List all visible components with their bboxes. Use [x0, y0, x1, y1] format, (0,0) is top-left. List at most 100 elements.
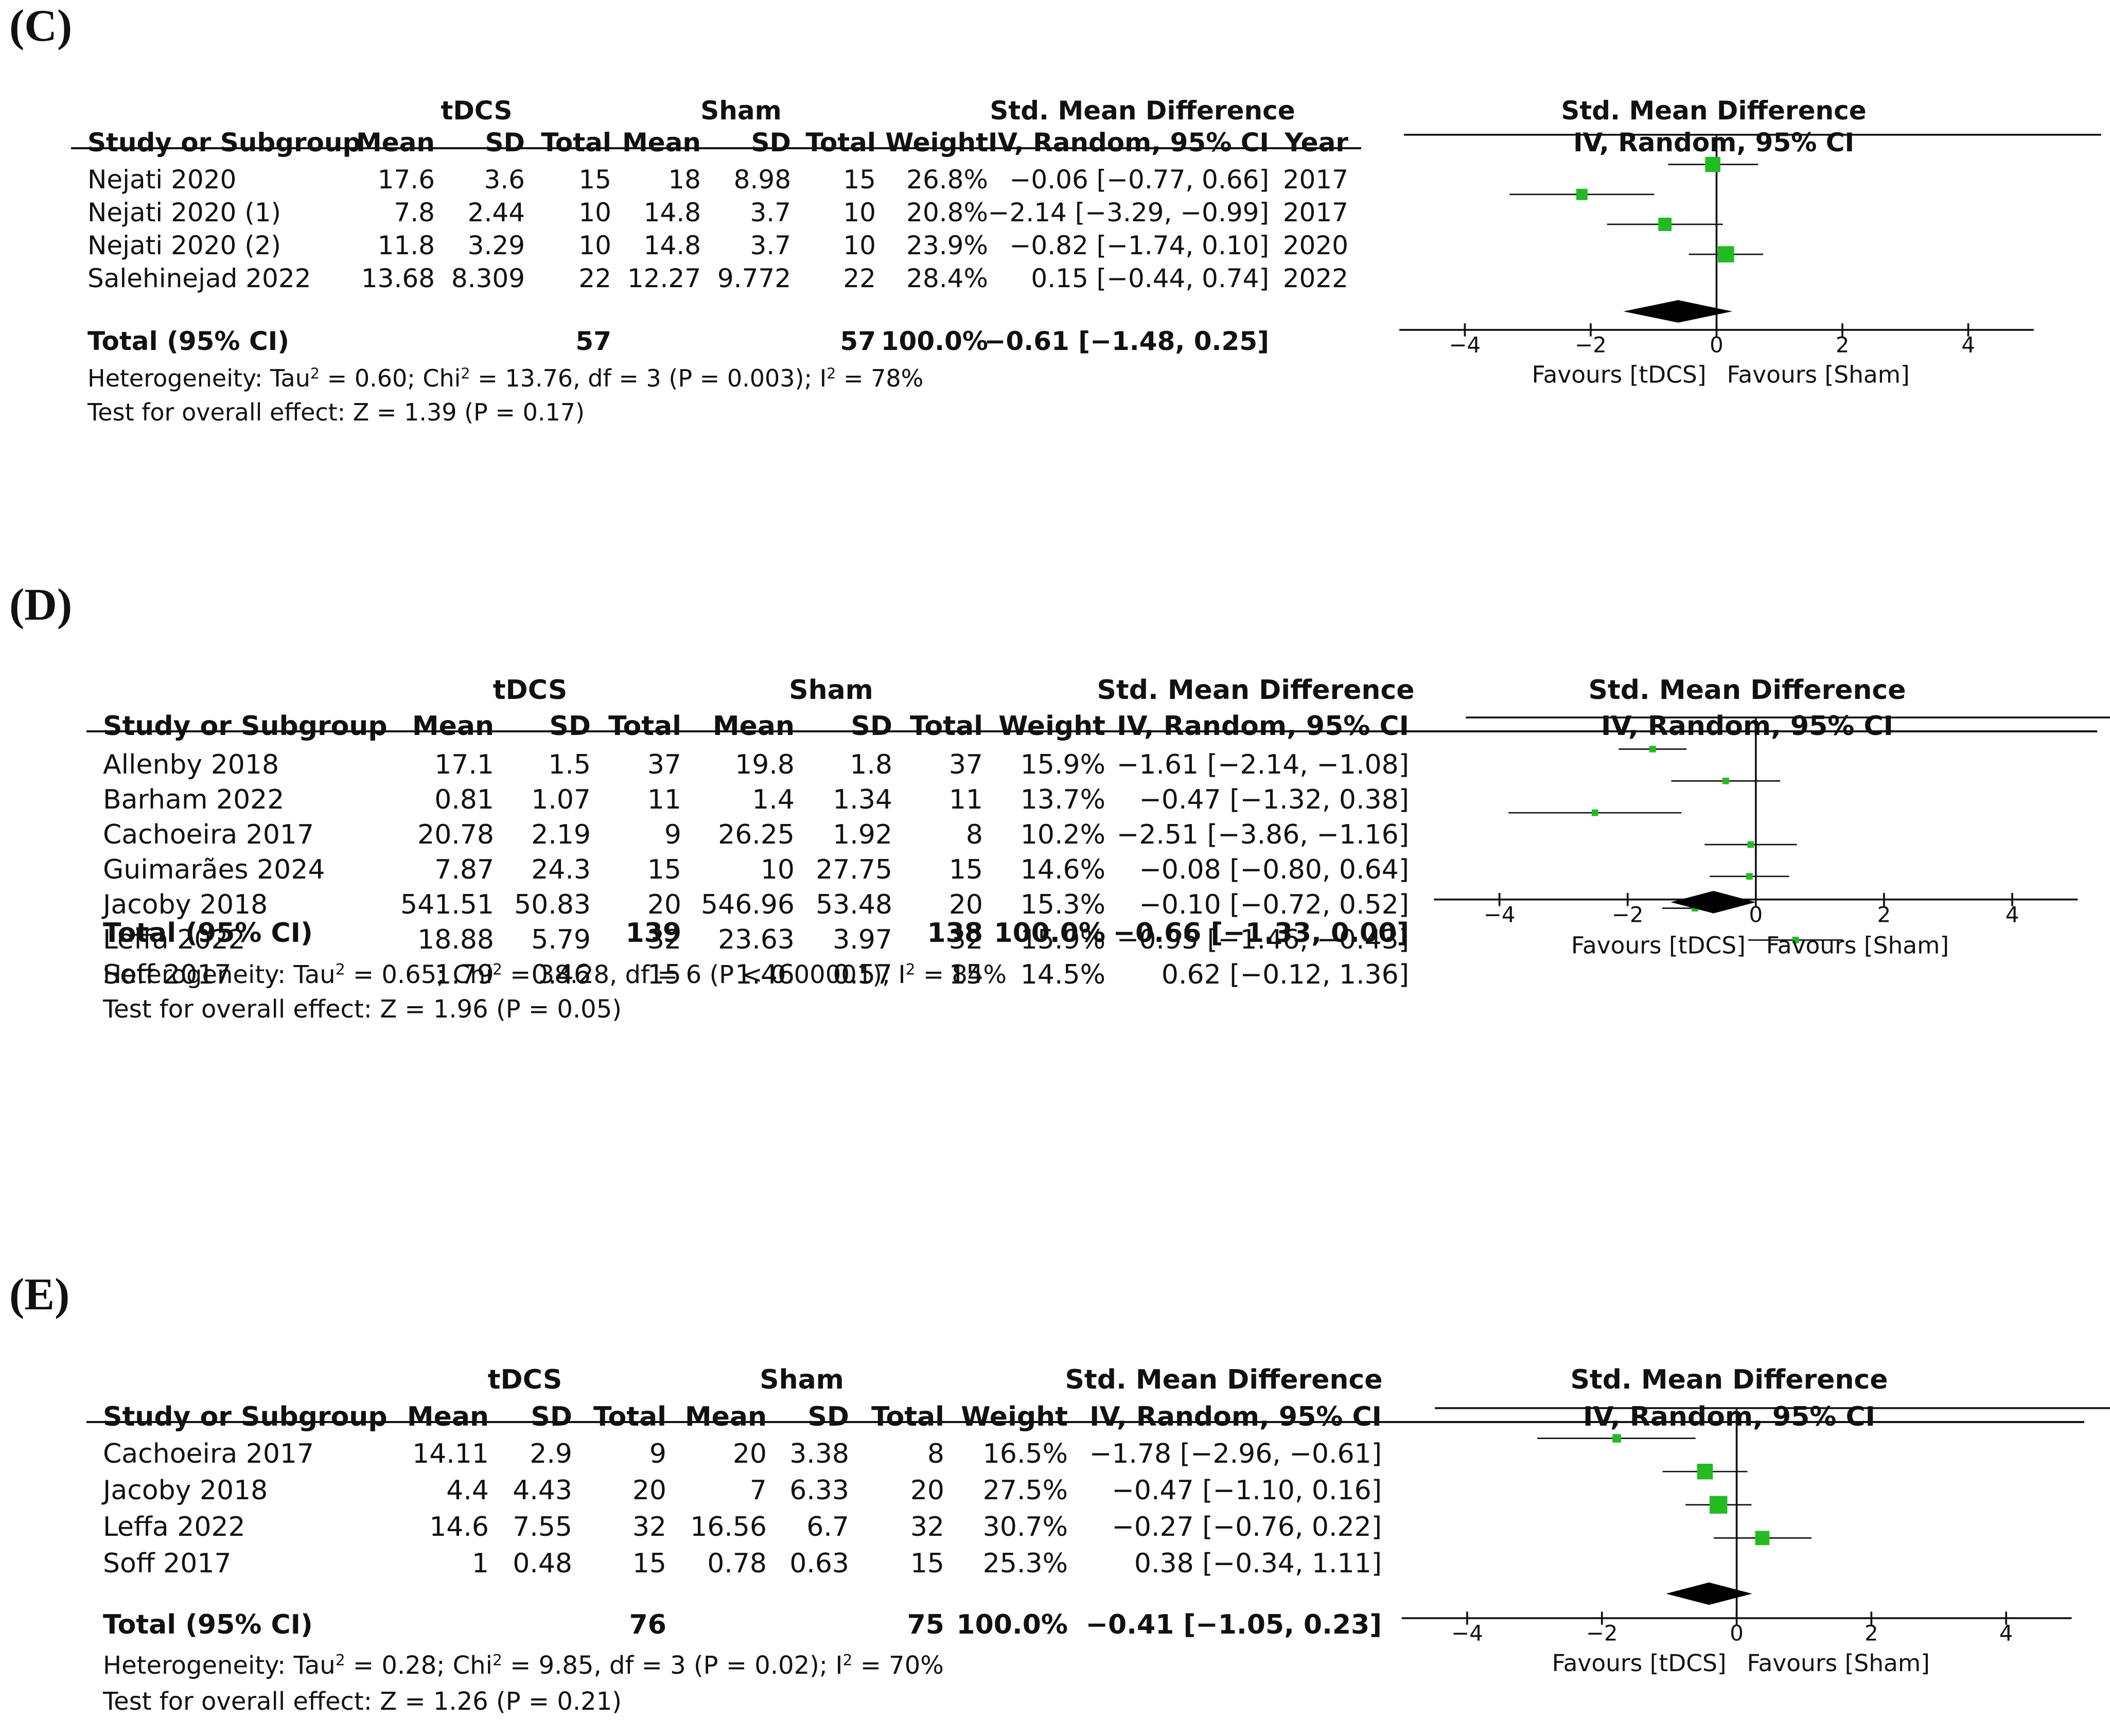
- cell-w: 27.5%: [982, 1475, 1068, 1506]
- overall-effect-text: Test for overall effect: Z = 1.26 (P = 0…: [103, 1687, 622, 1716]
- point-estimate: [1649, 746, 1656, 752]
- cell-sd1: 1.5: [548, 749, 591, 780]
- heterogeneity-part: Heterogeneity: Tau: [103, 1651, 336, 1680]
- cell-m1: 20.78: [417, 819, 494, 850]
- cell-m1: 14.6: [429, 1512, 489, 1542]
- overall-effect-text: Test for overall effect: Z = 1.96 (P = 0…: [103, 995, 622, 1024]
- total-ci: −0.41 [−1.05, 0.23]: [1085, 1609, 1382, 1640]
- x-tick-label: 2: [1836, 332, 1850, 358]
- point-estimate: [1746, 873, 1753, 880]
- col-n2: Total: [871, 1401, 944, 1432]
- forest-table: tDCS Sham Std. Mean Difference Study or Sub…: [0, 579, 2097, 1022]
- cell-sd1: 2.44: [467, 198, 525, 227]
- cell-year: 2017: [1282, 165, 1348, 195]
- col-w: Weight: [885, 128, 988, 157]
- x-tick-label: −2: [1586, 1621, 1618, 1646]
- cell-sd1: 2.19: [531, 819, 591, 850]
- header-smd: Std. Mean Difference: [1065, 1364, 1383, 1395]
- cell-sd1: 7.55: [513, 1512, 572, 1542]
- cell-n2: 8: [927, 1439, 944, 1469]
- cell-n2: 10: [843, 231, 876, 260]
- cell-m1: 13.68: [361, 264, 435, 293]
- cell-sd2: 53.48: [816, 889, 892, 920]
- x-tick-label: 0: [1749, 902, 1763, 927]
- point-estimate: [1722, 778, 1729, 784]
- superscript: 2: [842, 1651, 853, 1670]
- total-w: 100.0%: [994, 918, 1105, 949]
- cell-sd1: 0.48: [513, 1548, 572, 1579]
- cell-m2: 26.25: [718, 819, 795, 850]
- cell-w: 15.9%: [1020, 749, 1105, 780]
- cell-m1: 17.1: [434, 749, 494, 780]
- col-m1: Mean: [356, 128, 435, 157]
- cell-n2: 15: [843, 165, 876, 195]
- cell-w: 16.5%: [982, 1439, 1068, 1469]
- study-name: Jacoby 2018: [103, 1475, 268, 1506]
- cell-sd2: 27.75: [816, 854, 892, 885]
- col-ci: IV, Random, 95% CI: [1117, 711, 1409, 742]
- point-estimate: [1576, 188, 1588, 200]
- favours-right: Favours [Sham]: [1727, 361, 1909, 389]
- col-n1: Total: [608, 711, 681, 742]
- study-name: Leffa 2022: [103, 924, 245, 955]
- heterogeneity-text: Heterogeneity: Tau2 = 0.28; Chi2 = 9.85,…: [103, 1653, 944, 1678]
- cell-n1: 10: [578, 198, 611, 227]
- cell-ci: −0.27 [−0.76, 0.22]: [1112, 1512, 1382, 1542]
- study-name: Leffa 2022: [103, 1512, 245, 1542]
- overall-effect-text: Test for overall effect: Z = 1.39 (P = 0…: [87, 398, 585, 426]
- forest-plot: −4 −2 0 2 4 Favours [tDCS] Favours [Sham]: [1434, 716, 2110, 959]
- pooled-diamond: [1671, 891, 1756, 914]
- total-n2: 57: [840, 326, 876, 356]
- cell-sd2: 0.63: [789, 1548, 849, 1579]
- cell-n2: 32: [910, 1512, 944, 1542]
- cell-n1: 15: [578, 165, 611, 195]
- total-w: 100.0%: [956, 1609, 1068, 1640]
- cell-n1: 20: [647, 889, 681, 920]
- cell-m1: 0.81: [434, 784, 494, 815]
- point-estimate: [1612, 1434, 1621, 1443]
- cell-sd2: 1.8: [850, 749, 892, 780]
- favours-right: Favours [Sham]: [1747, 1650, 1930, 1677]
- cell-sd1: 5.79: [531, 924, 591, 955]
- header-sham: Sham: [789, 675, 873, 706]
- cell-ci: −0.47 [−1.32, 0.38]: [1139, 784, 1409, 815]
- cell-n1: 9: [649, 1439, 666, 1469]
- forest-plot: −4 −2 0 2 4 Favours [tDCS] Favours [Sham]: [1401, 1407, 2110, 1677]
- cell-sd1: 4.43: [513, 1475, 572, 1506]
- cell-sd2: 8.98: [733, 165, 791, 195]
- cell-m1: 18.88: [417, 924, 494, 955]
- cell-year: 2022: [1282, 264, 1348, 293]
- study-name: Cachoeira 2017: [103, 819, 314, 850]
- cell-ci: −0.06 [−0.77, 0.66]: [1009, 165, 1269, 195]
- cell-sd2: 6.7: [806, 1512, 849, 1542]
- total-label: Total (95% CI): [103, 918, 313, 949]
- cell-m2: 14.8: [643, 231, 701, 260]
- cell-ci: −0.82 [−1.74, 0.10]: [1009, 231, 1269, 260]
- cell-sd2: 3.7: [750, 231, 791, 260]
- cell-w: 13.7%: [1020, 784, 1105, 815]
- cell-n2: 37: [948, 749, 983, 780]
- study-name: Cachoeira 2017: [103, 1439, 314, 1469]
- panel-label: (C): [9, 1, 73, 51]
- cell-m2: 20: [732, 1439, 767, 1469]
- header-sham: Sham: [700, 96, 782, 126]
- x-tick-label: 4: [1999, 1621, 2013, 1646]
- superscript: 2: [905, 960, 916, 979]
- header-sham: Sham: [760, 1364, 844, 1395]
- total-n1: 139: [625, 918, 681, 949]
- total-label: Total (95% CI): [87, 326, 290, 356]
- cell-n1: 15: [647, 959, 681, 990]
- cell-w: 23.9%: [906, 231, 988, 260]
- panel-label: (E): [9, 1270, 70, 1320]
- cell-n1: 11: [647, 784, 681, 815]
- cell-m2: 10: [760, 854, 795, 885]
- cell-n1: 15: [647, 854, 681, 885]
- header-rule: [71, 147, 1361, 149]
- header-smd: Std. Mean Difference: [990, 96, 1295, 126]
- col-sd2: SD: [807, 1401, 849, 1432]
- cell-m1: 541.51: [400, 889, 494, 920]
- heterogeneity-part: Heterogeneity: Tau: [103, 960, 336, 989]
- cell-ci: −0.08 [−0.80, 0.64]: [1139, 854, 1409, 885]
- cell-w: 25.3%: [982, 1548, 1068, 1579]
- plot-title: Std. Mean Difference: [1561, 96, 1867, 126]
